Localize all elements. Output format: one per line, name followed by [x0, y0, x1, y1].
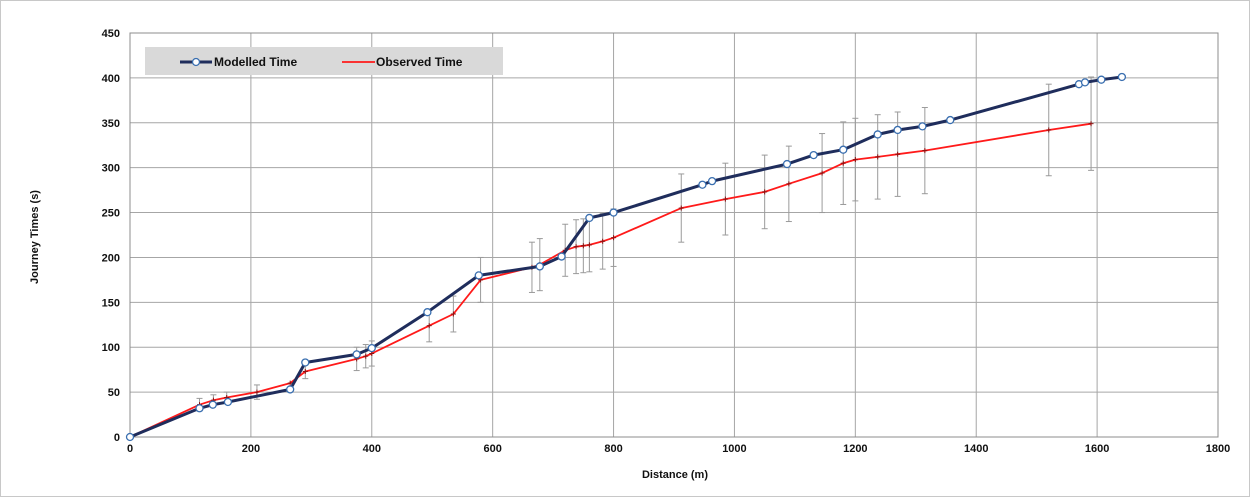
- modelled-point-26: [1117, 72, 1127, 82]
- y-tick-label-2: 100: [102, 342, 120, 354]
- tick-labels: 0 200 400 600 800 1000 1200 1400 1600 1800 0 50 100 1…: [102, 28, 1231, 455]
- observed-point-6: [302, 368, 308, 374]
- y-tick-label-9: 450: [102, 28, 120, 40]
- modelled-point-8: [423, 308, 432, 317]
- modelled-point-6: [352, 350, 361, 359]
- modelled-point-17: [809, 150, 818, 160]
- observed-point-18: [586, 242, 592, 248]
- y-axis-title: Journey Times (s): [29, 190, 41, 284]
- y-tick-label-1: 50: [108, 387, 120, 399]
- series-layer: [125, 72, 1127, 442]
- observed-point-24: [786, 181, 792, 187]
- observed-point-22: [722, 196, 728, 202]
- modelled-point-4: [286, 385, 295, 394]
- modelled-point-16: [782, 159, 792, 169]
- modelled-point-21: [918, 122, 927, 131]
- modelled-point-15: [707, 176, 717, 186]
- legend: Modelled Time Observed Time: [145, 47, 503, 75]
- y-tick-label-5: 250: [102, 208, 120, 220]
- modelled-point-20: [893, 125, 902, 135]
- modelled-point-9: [474, 271, 483, 280]
- modelled-point-24: [1080, 78, 1090, 87]
- x-tick-label-7: 1400: [964, 443, 988, 455]
- x-tick-label-0: 0: [127, 443, 133, 455]
- y-tick-label-6: 300: [102, 163, 120, 175]
- legend-modelled-marker: [191, 57, 201, 67]
- x-tick-label-9: 1800: [1206, 443, 1230, 455]
- legend-observed-label: Observed Time: [376, 55, 463, 69]
- modelled-point-3: [223, 397, 233, 407]
- modelled-point-18: [839, 145, 848, 154]
- observed-point-17: [580, 243, 586, 249]
- plot-area-border: [129, 32, 1219, 438]
- modelled-point-13: [609, 208, 618, 217]
- y-tick-label-7: 350: [102, 118, 120, 130]
- modelled-point-2: [208, 400, 217, 409]
- observed-point-11: [450, 311, 456, 317]
- observed-point-10: [426, 323, 432, 329]
- observed-point-20: [611, 235, 617, 241]
- x-tick-label-5: 1000: [722, 443, 746, 455]
- modelled-point-1: [195, 404, 204, 413]
- observed-point-16: [573, 244, 579, 250]
- x-tick-label-2: 400: [363, 443, 381, 455]
- x-tick-label-4: 800: [604, 443, 622, 455]
- x-tick-label-6: 1200: [843, 443, 867, 455]
- observed-point-23: [762, 189, 768, 195]
- observed-point-29: [895, 151, 901, 157]
- x-tick-label-8: 1600: [1085, 443, 1109, 455]
- observed-point-19: [600, 238, 606, 244]
- observed-point-28: [875, 154, 881, 160]
- grid: [129, 32, 1219, 438]
- observed-point-8: [363, 353, 369, 359]
- observed-point-27: [852, 157, 858, 163]
- modelled-point-5: [301, 358, 310, 367]
- modelled-point-14: [698, 180, 707, 189]
- x-tick-label-3: 600: [483, 443, 501, 455]
- observed-point-32: [1088, 121, 1094, 127]
- x-axis-title: Distance (m): [642, 469, 708, 481]
- observed-point-30: [922, 148, 928, 154]
- observed-point-26: [840, 160, 846, 166]
- observed-point-4: [254, 389, 260, 395]
- modelled-point-11: [557, 252, 566, 261]
- modelled-point-22: [946, 115, 955, 125]
- modelled-point-0: [125, 432, 135, 442]
- observed-point-21: [678, 205, 684, 211]
- y-tick-label-8: 400: [102, 73, 120, 85]
- legend-modelled-label: Modelled Time: [214, 55, 297, 69]
- modelled-point-7: [367, 343, 376, 353]
- y-tick-label-4: 200: [102, 252, 120, 264]
- x-tick-label-1: 200: [242, 443, 260, 455]
- modelled-point-19: [873, 130, 882, 139]
- observed-point-5: [287, 380, 293, 386]
- y-tick-label-3: 150: [102, 297, 120, 309]
- modelled-point-12: [585, 213, 594, 223]
- observed-point-25: [819, 170, 825, 176]
- modelled-point-25: [1097, 75, 1106, 84]
- modelled-point-10: [535, 262, 544, 271]
- observed-point-31: [1046, 127, 1052, 133]
- y-tick-label-0: 0: [114, 432, 120, 444]
